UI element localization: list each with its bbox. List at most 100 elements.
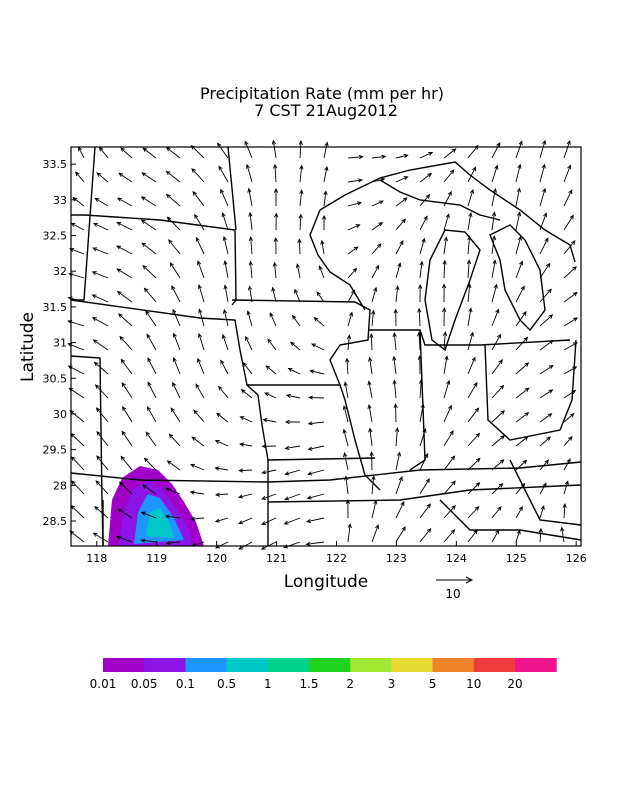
wind-arrow [118,313,133,327]
y-tick-label: 28.5 [43,515,68,528]
wind-arrow [395,262,402,279]
wind-arrow [563,317,579,327]
wind-arrow [70,456,85,471]
wind-arrow [242,362,253,375]
wind-arrow [146,406,157,423]
wind-arrow [539,187,547,207]
wind-arrow [347,154,364,160]
wind-arrow [367,403,373,423]
wind-arrow [417,355,422,375]
wind-arrow [284,445,301,450]
wind-arrow [308,395,325,400]
wind-arrow [120,147,133,159]
wind-arrow [515,211,522,231]
wind-arrow [93,361,109,375]
wind-arrow [539,339,554,351]
subtitle: 7 CST 21Aug2012 [254,101,398,120]
wind-arrow [245,335,253,351]
wind-arrow [515,140,523,159]
wind-arrow [393,308,398,327]
wind-arrow [467,356,476,375]
wind-arrow [141,484,157,495]
wind-arrow [119,335,133,351]
wind-arrow [222,308,229,327]
wind-arrow [168,433,181,447]
wind-arrow [491,333,502,351]
wind-arrow [214,440,229,447]
wind-arrow [419,237,426,255]
wind-arrow [395,218,406,231]
wind-arrow [265,365,277,375]
wind-arrow [441,283,447,303]
wind-arrow [120,455,133,471]
wind-arrow [371,475,376,495]
reference-vector [436,576,474,584]
wind-arrow [347,523,352,543]
wind-arrow [239,442,253,447]
wind-arrow [342,404,349,423]
wind-arrow [539,314,554,327]
wind-arrow [70,504,85,519]
wind-arrow [442,307,447,327]
wind-arrow [198,308,205,327]
reference-vector-label: 10 [445,587,460,601]
wind-arrow [217,142,229,159]
wind-arrow [563,291,578,303]
wind-arrow [221,333,229,351]
wind-arrow [214,517,229,523]
wind-arrow [345,499,350,519]
wind-arrow [121,430,133,447]
colorbar-swatch [350,658,392,672]
wind-arrow [218,385,229,399]
wind-arrow [69,247,85,255]
wind-arrow [223,259,229,279]
wind-arrow [165,146,181,159]
wind-arrow [371,221,384,231]
colorbar-label: 10 [466,677,481,691]
wind-arrow [491,187,497,207]
wind-arrow [116,245,133,255]
wind-arrow [323,141,329,159]
wind-arrow [417,331,422,351]
wind-arrow [466,259,472,279]
wind-arrow [191,436,205,447]
wind-arrow [347,224,361,231]
wind-arrow [118,481,133,495]
wind-arrow [419,215,428,231]
wind-arrow [261,469,277,475]
wind-arrow [562,502,567,519]
wind-arrow [491,434,506,447]
wind-arrow [515,163,522,183]
wind-arrow [165,541,181,546]
wind-arrow [311,343,325,351]
wind-arrow [271,139,277,159]
wind-arrow [347,267,358,279]
wind-arrow [443,529,456,543]
wind-arrow [298,140,303,159]
wind-arrow [467,235,472,255]
wind-arrow [297,238,302,255]
wind-arrow [371,286,378,303]
wind-arrow [94,384,109,399]
wind-arrow [539,262,551,279]
wind-arrow [442,331,448,351]
wind-arrow [371,499,378,519]
wind-arrow [539,436,551,447]
wind-arrow [515,260,524,279]
wind-arrow [140,538,157,543]
wind-arrow [273,163,278,183]
wind-arrow [371,200,384,207]
colorbar-swatch [185,658,228,672]
wind-arrow [146,333,157,351]
wind-arrow [78,146,85,159]
wind-arrow [491,164,499,183]
wind-arrow [515,310,527,327]
wind-arrow [515,459,528,471]
wind-arrow [395,197,408,207]
wind-arrow [248,260,253,279]
wind-arrow [392,355,397,375]
wind-arrow [563,366,578,375]
wind-arrow [443,379,451,399]
colorbar-label: 0.1 [176,677,195,691]
